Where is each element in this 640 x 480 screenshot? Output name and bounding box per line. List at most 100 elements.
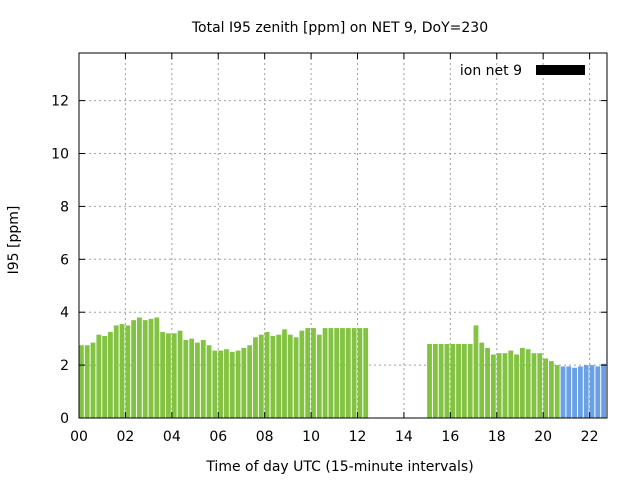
bar	[293, 337, 299, 418]
bar	[537, 353, 543, 418]
bar	[206, 345, 212, 418]
bar	[183, 339, 189, 418]
y-tick-label: 4	[60, 305, 69, 321]
bar	[438, 343, 444, 418]
bar	[218, 350, 224, 418]
y-tick-label: 10	[51, 147, 69, 163]
bar	[328, 328, 334, 418]
bar	[589, 365, 595, 418]
y-tick-label: 0	[60, 411, 69, 427]
bar	[84, 345, 90, 418]
bar	[316, 334, 322, 418]
bar	[456, 343, 461, 418]
bar	[311, 328, 316, 418]
y-axis-label: I95 [ppm]	[6, 206, 22, 275]
bar	[299, 330, 305, 418]
x-tick-label: 22	[581, 429, 599, 445]
bar	[351, 328, 357, 418]
bar	[595, 366, 601, 418]
x-tick-label: 00	[70, 429, 88, 445]
x-tick-label: 10	[302, 429, 320, 445]
bar	[432, 343, 438, 418]
x-tick-label: 04	[163, 429, 181, 445]
bar	[241, 347, 247, 418]
bar	[554, 365, 560, 418]
x-tick-label: 18	[488, 429, 506, 445]
bar	[270, 336, 276, 418]
bar	[264, 332, 270, 418]
bar	[508, 350, 514, 418]
bar	[177, 330, 183, 418]
bar	[79, 345, 84, 418]
bar	[548, 361, 554, 418]
legend-label: ion net 9	[460, 63, 522, 79]
bar	[490, 354, 496, 418]
bar	[531, 353, 537, 418]
bar	[125, 325, 131, 418]
bar	[485, 347, 490, 418]
bar	[444, 343, 450, 418]
bar	[166, 333, 171, 418]
bar	[229, 351, 235, 418]
bar	[543, 358, 548, 418]
bar	[119, 324, 125, 418]
bar	[96, 334, 102, 418]
x-tick-label: 12	[349, 429, 367, 445]
y-tick-label: 6	[60, 252, 69, 268]
x-axis-label: Time of day UTC (15-minute intervals)	[205, 459, 473, 475]
bar	[142, 320, 148, 418]
bar	[334, 328, 340, 418]
x-tick-label: 02	[117, 429, 135, 445]
bar	[345, 328, 351, 418]
bar	[258, 334, 264, 418]
bar	[502, 353, 508, 418]
bar	[560, 366, 566, 418]
bar	[235, 350, 241, 418]
bar	[276, 334, 282, 418]
bar	[479, 342, 485, 418]
plot-frame	[78, 52, 608, 419]
bar	[90, 342, 96, 418]
bar	[601, 363, 606, 418]
bar	[363, 328, 369, 418]
bar	[577, 366, 583, 418]
x-tick-label: 14	[395, 429, 413, 445]
bar	[525, 349, 531, 418]
bar	[154, 317, 160, 418]
x-tick-label: 06	[209, 429, 227, 445]
bar	[514, 354, 519, 418]
legend-swatch	[536, 65, 585, 75]
bar	[195, 342, 200, 418]
bar	[224, 349, 229, 418]
bar	[189, 338, 195, 418]
y-tick-label: 12	[51, 94, 69, 110]
bar	[131, 320, 137, 418]
bar	[160, 332, 166, 418]
grid	[79, 53, 607, 418]
bar	[450, 343, 456, 418]
bar	[282, 329, 287, 418]
x-tick-label: 16	[441, 429, 459, 445]
bar	[566, 366, 572, 418]
bar	[340, 328, 345, 418]
bar	[427, 343, 432, 418]
y-tick-label: 2	[60, 358, 69, 374]
bar	[322, 328, 328, 418]
bar	[305, 328, 311, 418]
bar	[253, 337, 258, 418]
y-tick-label: 8	[60, 199, 69, 215]
bar	[247, 345, 253, 418]
x-tick-label: 20	[534, 429, 552, 445]
bar	[461, 343, 467, 418]
bar	[113, 325, 119, 418]
bar	[572, 367, 577, 418]
bar	[519, 347, 525, 418]
bar	[137, 317, 142, 418]
bar	[108, 332, 113, 418]
bar	[583, 365, 589, 418]
bar	[212, 350, 218, 418]
bar	[200, 339, 206, 418]
bar	[102, 336, 108, 418]
